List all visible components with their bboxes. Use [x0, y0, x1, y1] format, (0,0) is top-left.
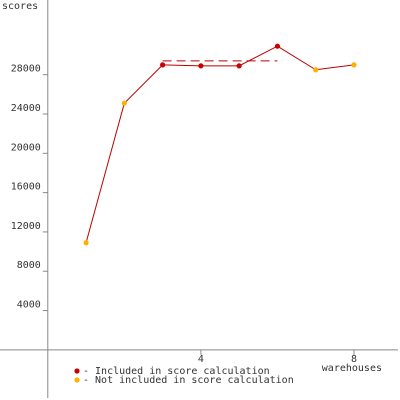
data-point	[351, 62, 357, 68]
y-tick-label: 4000	[17, 300, 41, 311]
data-point	[83, 240, 89, 246]
y-tick-label: 12000	[11, 221, 41, 232]
data-point	[121, 100, 127, 106]
y-tick-label: 8000	[17, 260, 41, 271]
legend-label: - Not included in score calculation	[83, 375, 294, 386]
data-point	[160, 62, 166, 68]
data-point	[313, 67, 319, 73]
legend-label: - Included in score calculation	[83, 366, 270, 377]
y-tick-label: 16000	[11, 182, 41, 193]
y-tick-label: 24000	[11, 103, 41, 114]
x-tick-label: 4	[198, 354, 204, 365]
data-point	[274, 43, 281, 49]
legend-marker	[74, 377, 80, 383]
y-tick-label: 20000	[11, 142, 41, 153]
data-point	[198, 63, 204, 69]
data-point	[236, 63, 242, 69]
x-axis-label: warehouses	[322, 363, 382, 374]
y-tick-label: 28000	[11, 64, 41, 75]
x-tick-label: 8	[351, 354, 357, 365]
data-line	[85, 45, 355, 243]
y-axis-label: scores	[2, 1, 38, 12]
legend-marker	[74, 368, 80, 374]
